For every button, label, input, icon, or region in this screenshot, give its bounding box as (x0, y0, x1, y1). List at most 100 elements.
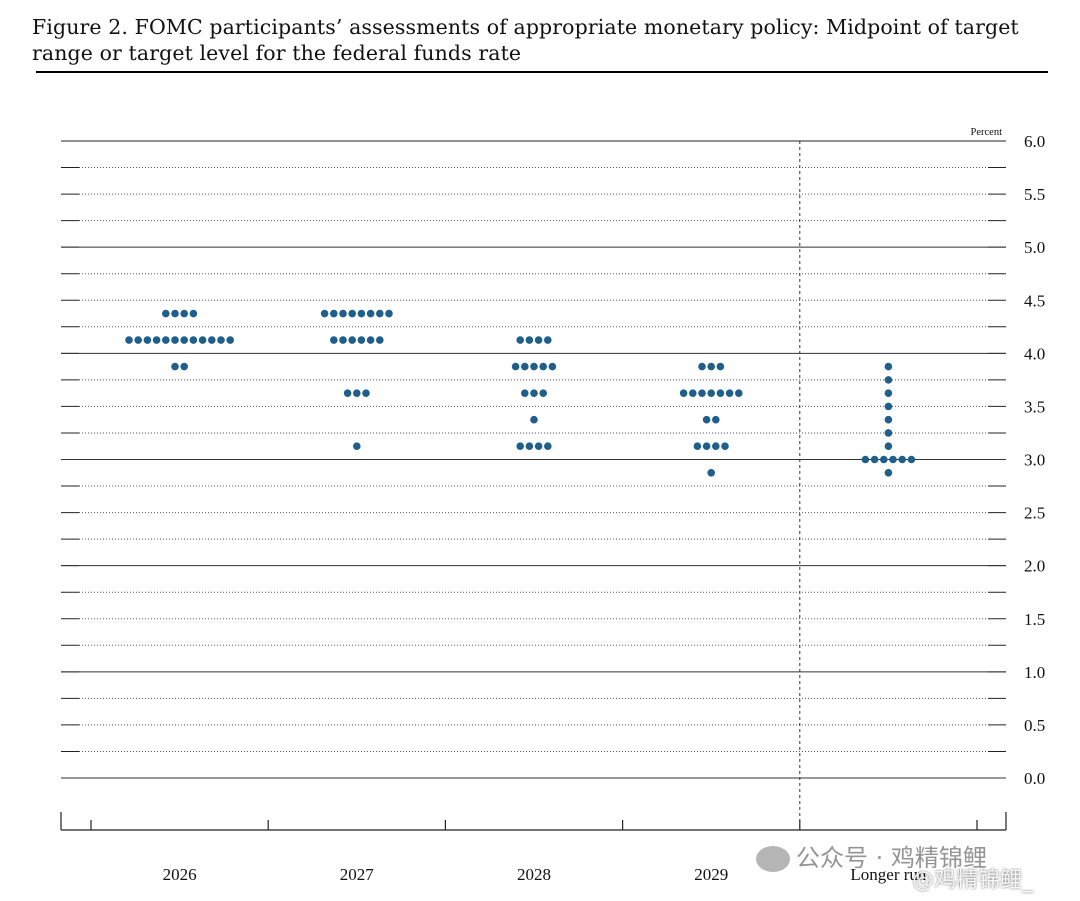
dot-2028-3.375-0 (530, 415, 538, 424)
dot-2027-4.375-2 (339, 309, 347, 318)
dot-2029-3.625-2 (698, 389, 706, 397)
y-tick-label-2.5: 2.5 (1024, 504, 1045, 523)
dot-2029-3.125-2 (712, 442, 720, 451)
dot-longer-run-3.375-0 (884, 415, 893, 424)
y-tick-label-0.0: 0.0 (1024, 769, 1045, 788)
dot-2029-3.875-1 (707, 362, 715, 371)
dot-2026-4.125-7 (189, 336, 198, 344)
dot-2028-4.125-0 (516, 336, 524, 344)
dot-longer-run-3-1 (870, 455, 879, 464)
dot-2026-4.125-6 (180, 336, 188, 344)
watermark: 公众号 · 鸡精锦鲤 (756, 838, 1076, 894)
dot-2027-4.125-0 (330, 336, 338, 344)
dot-2029-3.625-3 (707, 389, 715, 397)
y-tick-label-4.5: 4.5 (1024, 291, 1045, 310)
dot-2026-4.125-9 (208, 336, 216, 344)
wechat-icon (756, 846, 790, 872)
y-tick-label-3.5: 3.5 (1024, 397, 1045, 416)
axes (60, 140, 1007, 831)
x-category-label-2026: 2026 (163, 865, 197, 884)
dot-2026-4.375-0 (162, 309, 170, 318)
x-category-label-2028: 2028 (517, 865, 551, 884)
dot-longer-run-3.5-0 (884, 402, 893, 411)
dot-longer-run-3-3 (889, 455, 897, 464)
dot-longer-run-3.875-0 (884, 362, 893, 371)
dot-2029-3.625-0 (679, 389, 688, 397)
dot-2028-3.875-3 (539, 362, 547, 371)
y-tick-label-6.0: 6.0 (1024, 132, 1045, 151)
dot-2026-4.125-11 (226, 336, 234, 344)
y-tick-label-1.0: 1.0 (1024, 663, 1045, 682)
dot-2027-4.375-3 (348, 309, 357, 318)
dot-2029-3.625-4 (716, 389, 725, 397)
dot-2028-3.875-4 (548, 362, 557, 371)
dot-2028-3.875-2 (530, 362, 538, 371)
dot-2028-4.125-2 (534, 336, 543, 344)
dot-2026-4.125-5 (171, 336, 179, 344)
dot-longer-run-3.75-0 (884, 376, 893, 384)
dot-2029-3.875-2 (716, 362, 725, 371)
dot-2028-3.125-3 (544, 442, 552, 451)
dot-2029-2.875-0 (707, 468, 715, 477)
dot-longer-run-3.125-0 (884, 442, 893, 451)
dot-2027-4.125-5 (376, 336, 384, 344)
dot-2026-4.375-1 (171, 309, 179, 318)
dots (125, 309, 916, 477)
watermark-text: 公众号 · 鸡精锦鲤 (796, 844, 987, 872)
x-category-label-longer-run: Longer run (850, 865, 927, 884)
dot-2026-4.125-4 (162, 336, 170, 344)
dot-2027-3.625-2 (362, 389, 370, 397)
dot-2027-4.375-4 (357, 309, 366, 318)
dot-2027-3.625-0 (343, 389, 352, 397)
y-tick-label-2.0: 2.0 (1024, 557, 1045, 576)
dot-2029-3.125-1 (702, 442, 711, 451)
dot-2028-3.625-0 (521, 389, 529, 397)
dot-2028-4.125-3 (544, 336, 552, 344)
x-category-label-2029: 2029 (694, 865, 728, 884)
x-category-label-2027: 2027 (340, 865, 375, 884)
dot-2027-4.375-0 (320, 309, 329, 318)
dot-2028-4.125-1 (525, 336, 534, 344)
dot-2028-3.125-0 (516, 442, 524, 451)
labels: 0.0 0.5 1.0 1.5 2.0 2.5 3.0 3.5 4.0 4.5 5.0 5.5 6.0 P… (163, 127, 1046, 884)
dot-2027-4.125-4 (366, 336, 375, 344)
dot-2026-4.125-1 (134, 336, 142, 344)
y-tick-label-5.5: 5.5 (1024, 185, 1045, 204)
dot-longer-run-3-5 (907, 455, 916, 464)
dot-2029-3.625-1 (689, 389, 697, 397)
dot-2029-3.125-3 (721, 442, 729, 451)
dot-longer-run-3.25-0 (884, 429, 893, 437)
dot-2028-3.625-2 (539, 389, 547, 397)
dot-2026-4.125-2 (143, 336, 152, 344)
dot-2029-3.625-5 (725, 389, 734, 397)
dot-2026-3.875-1 (180, 362, 188, 371)
dot-2026-4.375-3 (189, 309, 198, 318)
dot-2029-3.125-0 (693, 442, 702, 451)
dot-2028-3.875-0 (511, 362, 520, 371)
dot-2027-4.375-7 (385, 309, 393, 318)
dot-2027-3.125-0 (353, 442, 361, 451)
watermark-handle: @鸡精锦鲤_ (912, 868, 1034, 893)
dot-2026-4.375-2 (180, 309, 188, 318)
y-axis-unit-label: Percent (971, 127, 1003, 138)
dot-2027-4.125-3 (357, 336, 366, 344)
dot-2027-4.125-1 (339, 336, 347, 344)
dot-2026-4.125-8 (198, 336, 207, 344)
dot-longer-run-3-4 (898, 455, 906, 464)
dot-2028-3.625-1 (530, 389, 538, 397)
y-tick-label-4.0: 4.0 (1024, 344, 1045, 363)
dot-longer-run-3-2 (880, 455, 888, 464)
dot-longer-run-3.625-0 (884, 389, 893, 397)
dot-2028-3.875-1 (521, 362, 529, 371)
y-tick-label-5.0: 5.0 (1024, 238, 1045, 257)
grid-lines (61, 167, 1006, 779)
title-rule (36, 71, 1048, 73)
dot-2027-4.375-5 (366, 309, 375, 318)
y-tick-label-0.5: 0.5 (1024, 716, 1045, 735)
y-tick-label-1.5: 1.5 (1024, 610, 1045, 629)
dot-2027-4.375-1 (330, 309, 338, 318)
dot-2027-4.375-6 (376, 309, 384, 318)
dot-2026-4.125-10 (217, 336, 225, 344)
dot-longer-run-2.875-0 (884, 468, 893, 477)
